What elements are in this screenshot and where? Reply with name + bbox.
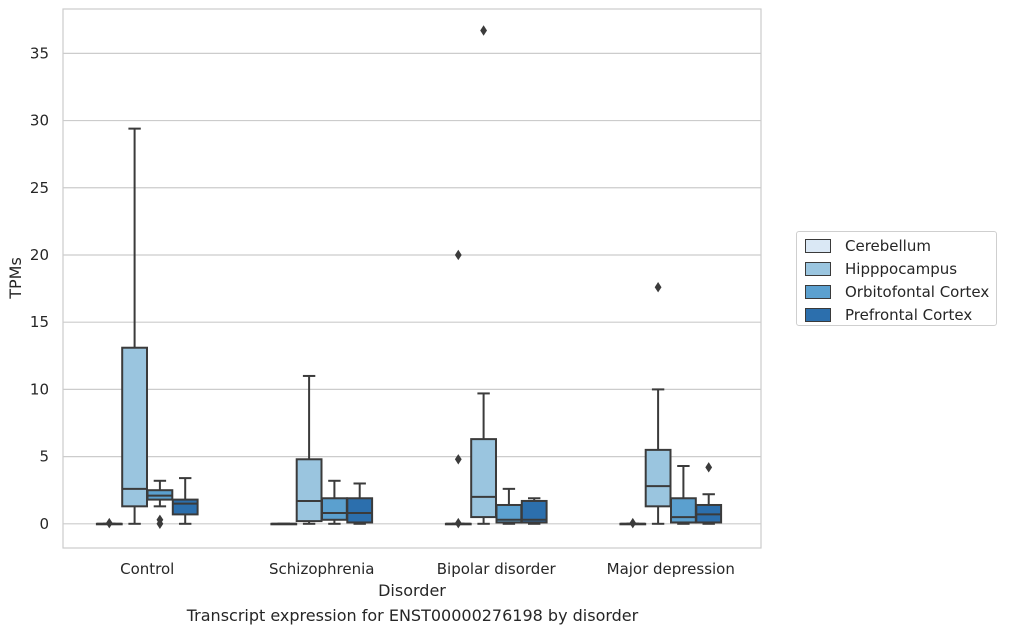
box-hipppocampus-2 xyxy=(470,25,497,525)
x-tick-label-3: Major depression xyxy=(607,560,735,578)
y-tick-label-10: 10 xyxy=(30,380,49,398)
plot-frame xyxy=(62,8,762,549)
box-prefrontal-cortex-3 xyxy=(695,462,723,525)
legend-swatch xyxy=(805,239,831,253)
y-tick-label-0: 0 xyxy=(39,515,49,533)
box-hipppocampus-0 xyxy=(121,127,148,525)
box-cerebellum-2 xyxy=(444,249,472,529)
outlier-point-1 xyxy=(156,514,164,525)
legend-item-3: Prefrontal Cortex xyxy=(805,305,972,325)
legend-swatch xyxy=(805,285,831,299)
box-orbitofontal-cortex-0 xyxy=(146,479,174,530)
x-tick-label-1: Schizophrenia xyxy=(269,560,374,578)
y-tick-label-15: 15 xyxy=(30,313,49,331)
y-tick-label-30: 30 xyxy=(30,112,49,130)
box-prefrontal-cortex-1 xyxy=(346,482,374,525)
outlier-point-0 xyxy=(105,517,113,529)
box-body xyxy=(295,458,323,523)
legend-label: Cerebellum xyxy=(845,237,931,255)
box-cerebellum-3 xyxy=(619,517,647,529)
legend-label: Orbitofontal Cortex xyxy=(845,283,990,301)
legend-label: Hipppocampus xyxy=(845,260,958,278)
box-body xyxy=(670,497,697,524)
x-axis-label: Disorder xyxy=(378,581,446,600)
box-body xyxy=(644,448,672,508)
legend-swatch xyxy=(805,262,831,276)
legend-swatch xyxy=(805,308,831,322)
gridlines xyxy=(63,52,761,525)
box-body xyxy=(470,438,497,519)
y-tick-label-25: 25 xyxy=(30,179,49,197)
outlier-point-0 xyxy=(629,517,637,529)
outlier-point-0 xyxy=(454,517,462,529)
y-tick-label-20: 20 xyxy=(30,246,49,264)
legend-label: Prefrontal Cortex xyxy=(845,306,973,324)
box-body xyxy=(171,498,199,516)
box-orbitofontal-cortex-3 xyxy=(670,465,697,525)
x-tick-label-2: Bipolar disorder xyxy=(437,560,557,578)
box-orbitofontal-cortex-1 xyxy=(321,479,348,525)
outlier-point-0 xyxy=(705,462,713,473)
box-body xyxy=(346,497,374,524)
outlier-point-1 xyxy=(454,454,462,465)
box-cerebellum-0 xyxy=(95,517,123,529)
legend-item-2: Orbitofontal Cortex xyxy=(805,282,989,302)
box-hipppocampus-3 xyxy=(644,282,672,525)
box-cerebellum-1 xyxy=(270,522,298,526)
box-prefrontal-cortex-2 xyxy=(520,497,548,525)
y-tick-label-35: 35 xyxy=(30,44,49,62)
boxes xyxy=(95,25,723,530)
y-tick-labels: 0 5 10 15 20 25 30 35 xyxy=(30,44,49,532)
legend: Cerebellum Hipppocampus Orbitofontal Corte… xyxy=(796,231,997,326)
y-tick-label-5: 5 xyxy=(39,448,49,466)
outlier-point-2 xyxy=(454,249,462,261)
y-axis-label: TPMs xyxy=(6,257,25,300)
x-tick-labels: Control Schizophrenia Bipolar disorder Majo… xyxy=(120,560,735,578)
box-body xyxy=(121,346,148,508)
outlier-point-0 xyxy=(654,282,662,293)
box-hipppocampus-1 xyxy=(295,374,323,525)
chart-caption: Transcript expression for ENST0000027619… xyxy=(186,606,639,625)
box-body xyxy=(520,499,548,524)
legend-item-0: Cerebellum xyxy=(805,236,931,256)
legend-item-1: Hipppocampus xyxy=(805,259,957,279)
outlier-point-0 xyxy=(480,25,487,36)
box-orbitofontal-cortex-2 xyxy=(495,487,523,525)
box-prefrontal-cortex-0 xyxy=(171,477,199,525)
box-body xyxy=(321,497,348,521)
x-tick-label-0: Control xyxy=(120,560,174,578)
